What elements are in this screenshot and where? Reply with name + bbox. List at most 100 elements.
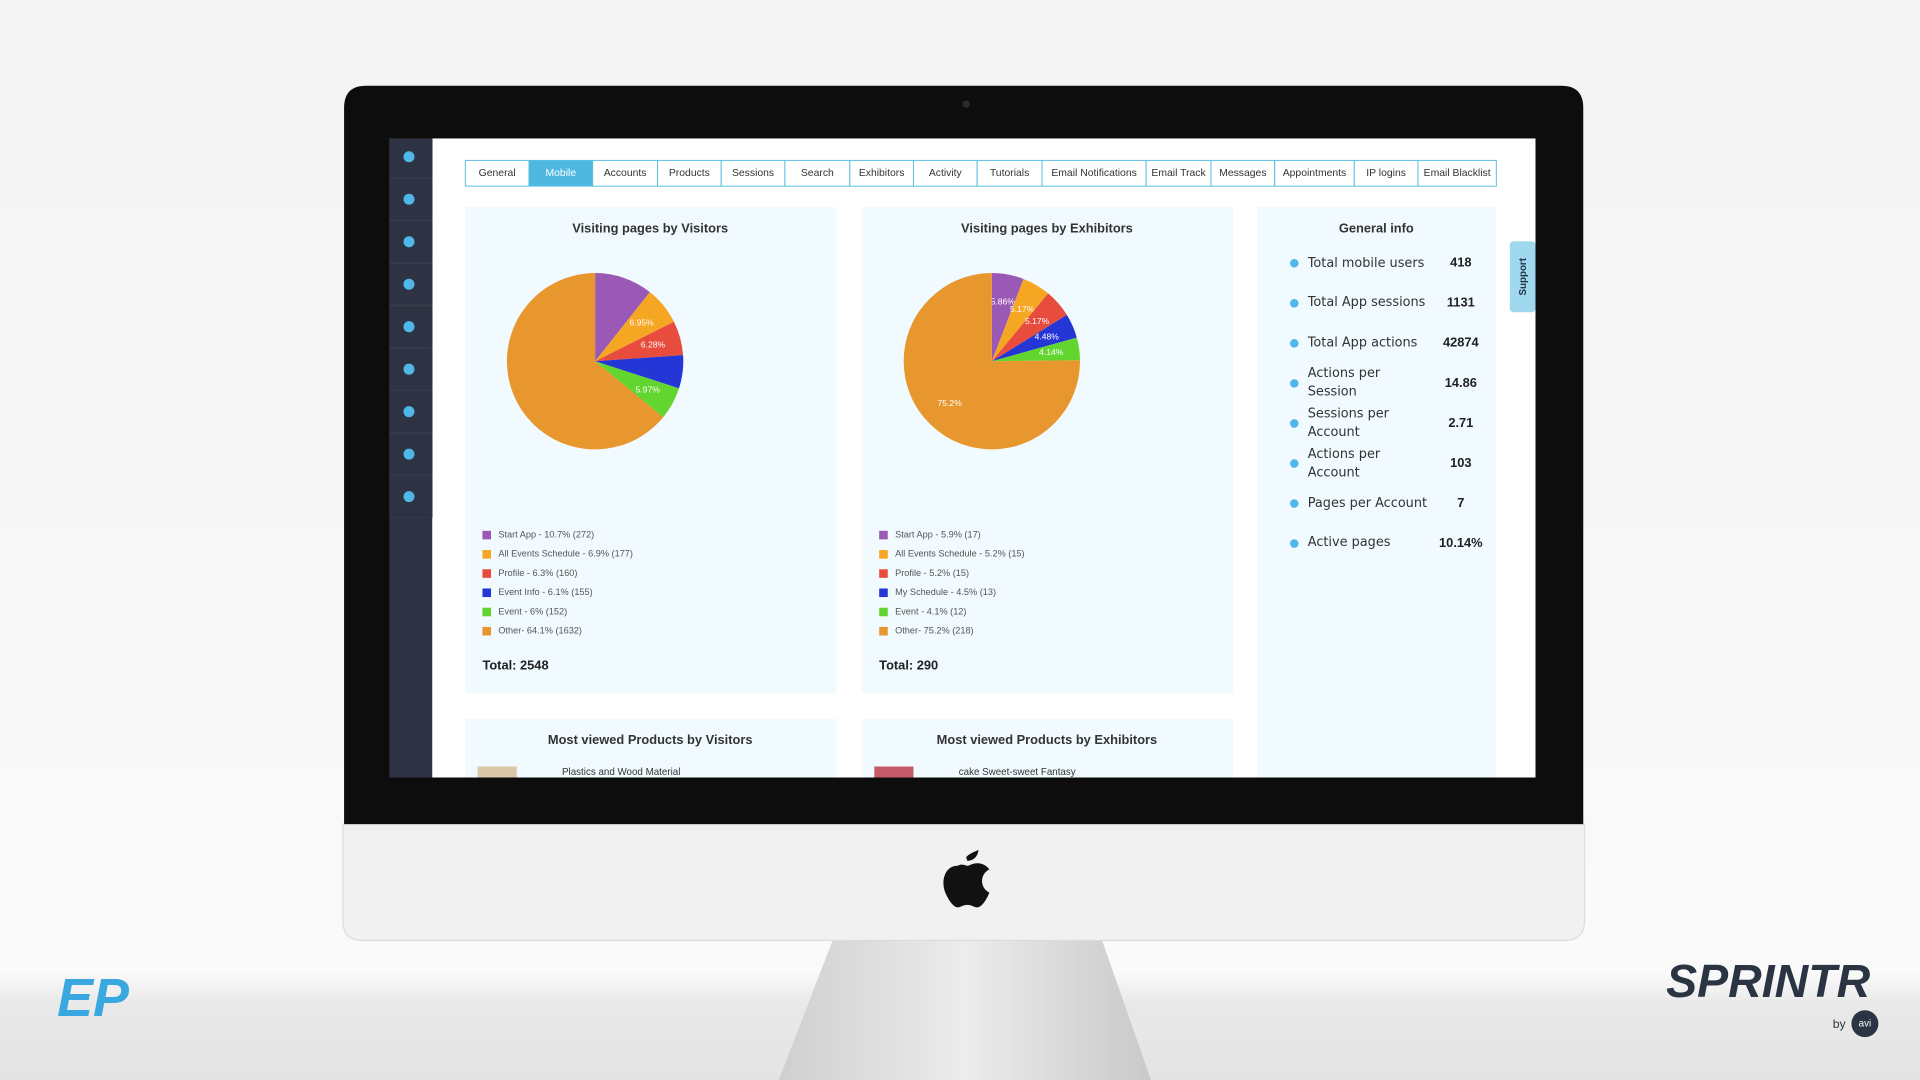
tab-label[interactable]: General bbox=[479, 168, 516, 179]
pie-slice bbox=[991, 337, 1080, 362]
tab[interactable] bbox=[1417, 159, 1497, 187]
brand-right-logo: SPRINTR bbox=[1666, 955, 1871, 1007]
tab[interactable] bbox=[1041, 159, 1147, 187]
tab-label[interactable]: Email Blacklist bbox=[1424, 168, 1491, 179]
pie-slice bbox=[595, 355, 684, 389]
product-thumbnail bbox=[874, 766, 914, 778]
sidebar-icon bbox=[403, 406, 415, 418]
tab-label[interactable]: Exhibitors bbox=[859, 168, 905, 179]
info-label-box: Sessions per Account bbox=[1308, 406, 1389, 439]
pie-slice bbox=[595, 361, 679, 418]
tab-label[interactable]: Products bbox=[669, 168, 710, 179]
tab-label[interactable]: IP logins bbox=[1366, 168, 1406, 179]
pie-slice bbox=[506, 273, 664, 450]
info-value: 418 bbox=[1450, 255, 1471, 270]
monitor-stand bbox=[778, 940, 1152, 1080]
sidebar-icon bbox=[403, 193, 415, 205]
tab-label[interactable]: Accounts bbox=[604, 168, 647, 179]
tab[interactable] bbox=[464, 159, 530, 187]
legend-label: Event - 6% (152) bbox=[498, 606, 567, 616]
tab-label[interactable]: Email Notifications bbox=[1051, 168, 1136, 179]
legend-swatch bbox=[482, 607, 492, 617]
info-label-box: Active pages bbox=[1308, 536, 1391, 551]
tab[interactable] bbox=[912, 159, 978, 187]
legend-swatch bbox=[482, 588, 492, 598]
legend-label: My Schedule - 4.5% (13) bbox=[895, 587, 996, 597]
legend-swatch bbox=[879, 588, 888, 598]
support-label[interactable]: Support bbox=[1518, 257, 1529, 295]
tab[interactable] bbox=[976, 159, 1043, 187]
tab[interactable] bbox=[1353, 159, 1419, 187]
sidebar-button[interactable] bbox=[389, 178, 433, 221]
product-thumbnail bbox=[477, 766, 517, 778]
tab[interactable] bbox=[1274, 159, 1355, 187]
tab-label[interactable]: Search bbox=[801, 168, 834, 179]
info-value: 14.86 bbox=[1445, 375, 1477, 390]
tab-label[interactable]: Sessions bbox=[732, 168, 774, 179]
chart-panel bbox=[465, 206, 837, 694]
legend-label: Other- 64.1% (1632) bbox=[498, 626, 582, 636]
tab[interactable] bbox=[592, 159, 659, 187]
info-label-box: Total mobile users bbox=[1308, 255, 1425, 270]
pie-slice bbox=[595, 273, 650, 362]
tab-label[interactable]: Tutorials bbox=[990, 168, 1029, 179]
sidebar-button[interactable] bbox=[389, 136, 433, 178]
info-label-box: Total App sessions bbox=[1307, 295, 1426, 311]
sidebar-icon bbox=[403, 278, 415, 290]
screen: General Mobile Accounts Products Sessions Sea… bbox=[389, 136, 1536, 778]
info-value: 2.71 bbox=[1448, 415, 1473, 430]
chart-total: Total: 290 bbox=[879, 658, 938, 673]
info-label-box: Pages per Account bbox=[1307, 495, 1428, 511]
webcam bbox=[962, 100, 970, 108]
slice-label: 5.97% bbox=[636, 384, 661, 394]
sidebar-button[interactable] bbox=[389, 390, 433, 433]
sidebar-button[interactable] bbox=[389, 433, 433, 476]
tab-label[interactable]: Activity bbox=[929, 168, 963, 179]
slice-label: 5.17% bbox=[1010, 304, 1035, 314]
sidebar-button[interactable] bbox=[389, 475, 433, 518]
legend-label: Start App - 5.9% (17) bbox=[895, 530, 981, 540]
products-panel bbox=[862, 718, 1234, 778]
legend-swatch bbox=[879, 569, 888, 578]
tab-label[interactable]: Email Track bbox=[1151, 168, 1206, 179]
legend-label: Event - 4.1% (12) bbox=[895, 606, 966, 616]
info-label: Actions per Session bbox=[1307, 366, 1381, 400]
sidebar-button[interactable] bbox=[389, 263, 433, 306]
tab[interactable] bbox=[720, 159, 786, 187]
pie-slice bbox=[595, 321, 684, 362]
tab[interactable] bbox=[657, 159, 722, 187]
legend-label: Start App - 10.7% (272) bbox=[498, 530, 594, 540]
info-label: Actions per Account bbox=[1307, 446, 1381, 480]
tab[interactable] bbox=[849, 159, 914, 187]
tab-label[interactable]: Appointments bbox=[1283, 168, 1347, 179]
info-icon bbox=[1290, 299, 1299, 308]
info-icon bbox=[1290, 419, 1299, 428]
info-label: Pages per Account bbox=[1307, 495, 1428, 511]
legend-swatch bbox=[482, 626, 492, 636]
legend-label: All Events Schedule - 5.2% (15) bbox=[895, 549, 1025, 559]
sidebar-icon bbox=[403, 236, 415, 248]
slice-label: 6.95% bbox=[630, 318, 655, 328]
info-label-box: Actions per Account bbox=[1307, 446, 1381, 480]
legend-swatch bbox=[879, 607, 888, 617]
tab-label[interactable]: Messages bbox=[1219, 168, 1266, 179]
chart-total: Total: 2548 bbox=[482, 658, 548, 673]
info-icon bbox=[1290, 258, 1299, 268]
tab[interactable] bbox=[784, 159, 851, 187]
info-value: 103 bbox=[1450, 455, 1471, 470]
info-icon bbox=[1290, 539, 1299, 548]
sidebar-button[interactable] bbox=[389, 348, 433, 391]
products-title: Most viewed Products by Exhibitors bbox=[937, 732, 1158, 747]
support-tab[interactable] bbox=[1509, 241, 1536, 313]
legend-swatch bbox=[879, 626, 888, 636]
product-name: Plastics and Wood Material bbox=[562, 767, 680, 778]
sidebar-icon bbox=[403, 151, 415, 163]
tab-label[interactable]: Mobile bbox=[546, 168, 577, 179]
tab[interactable] bbox=[528, 159, 594, 187]
sidebar-button[interactable] bbox=[389, 220, 433, 263]
legend-swatch bbox=[879, 550, 888, 559]
sidebar-button[interactable] bbox=[389, 305, 433, 348]
product-name: cake Sweet-sweet Fantasy bbox=[959, 767, 1076, 778]
info-label: Total App sessions bbox=[1307, 295, 1426, 311]
legend-swatch bbox=[482, 530, 492, 540]
